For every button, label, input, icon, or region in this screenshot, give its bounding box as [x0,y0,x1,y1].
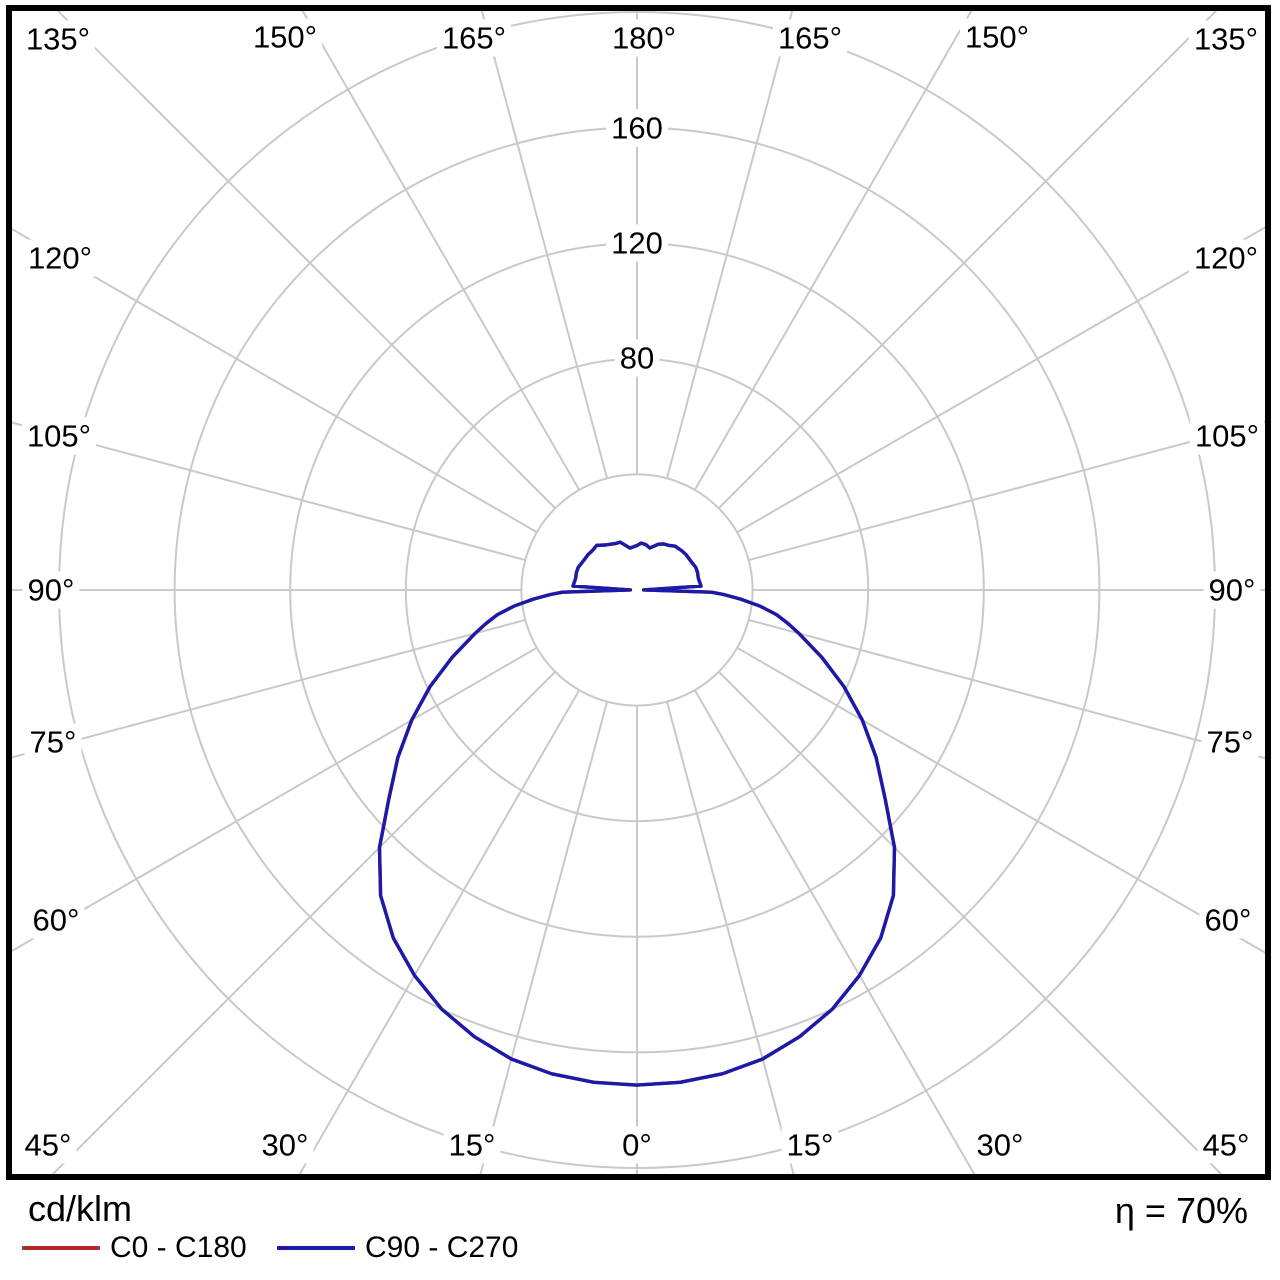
grid-ray [479,701,609,1174]
gamma-angle-label: 105° [1195,419,1259,454]
radial-tick-label: 160 [611,111,663,146]
gamma-angle-label: 45° [25,1128,72,1163]
label-backing [1188,239,1264,277]
grid-ray [12,646,538,952]
grid-ray [665,11,794,479]
grid-ray [718,11,1218,509]
label-backing [256,1126,314,1164]
grid-ray [693,689,976,1174]
label-backing [19,1126,77,1164]
label-backing [1197,1126,1255,1164]
gamma-angle-label: 135° [1194,22,1258,57]
legend-label-c0: C0 - C180 [110,1231,247,1264]
grid-ray [693,11,973,491]
plot-border [6,5,1271,1180]
legend-swatch-c90-line [277,1246,355,1250]
label-backing [1199,901,1257,939]
label-backing [436,19,512,57]
label-backing [614,339,660,377]
label-backing [20,20,96,58]
efficiency-label: η = 70% [1114,1190,1248,1231]
grid-ray [12,421,526,562]
gamma-angle-label: 0° [622,1128,652,1163]
label-backing [24,723,82,761]
label-backing [1188,20,1264,58]
gamma-angle-label: 30° [262,1128,309,1163]
grid-ray [665,701,795,1174]
label-backing [21,417,97,455]
gamma-angle-label: 165° [778,21,842,56]
grid-ray [736,646,1265,954]
grid-ray [480,11,609,479]
label-backing [1201,723,1259,761]
gamma-angle-label: 105° [27,419,91,454]
gamma-angle-label: 90° [1209,573,1256,608]
label-backing [781,1126,839,1164]
gamma-angle-label: 45° [1203,1128,1250,1163]
gamma-angle-label: 180° [612,21,676,56]
grid-ray [748,618,1265,760]
label-backing [606,224,668,262]
label-backing [22,239,98,277]
label-backing [606,19,682,57]
grid-ray [12,618,526,759]
gamma-angle-label: 135° [26,22,90,57]
gamma-angle-label: 120° [1194,241,1258,276]
gamma-angle-label: 75° [30,725,77,760]
label-backing [617,1126,657,1164]
units-label: cd/klm [28,1188,133,1229]
grid-ray [301,11,581,491]
label-backing [772,19,848,57]
grid-ray [12,228,538,534]
label-backing [247,18,323,56]
label-backing [22,571,80,609]
gamma-angle-label: 30° [977,1128,1024,1163]
gamma-angle-label: 60° [1205,903,1252,938]
grid-circle [520,473,754,707]
gamma-angle-label: 165° [442,21,506,56]
gamma-angle-label: 90° [28,573,75,608]
label-backing [443,1126,501,1164]
grid-ray [51,671,556,1174]
grid-ray [718,671,1223,1174]
label-backing [959,18,1035,56]
label-backing [27,901,85,939]
label-backing [1189,417,1265,455]
label-backing [971,1126,1029,1164]
gamma-angle-label: 120° [28,241,92,276]
gamma-angle-label: 150° [253,20,317,55]
c90-c270-curve [377,540,897,1087]
grid-ray [298,689,581,1174]
grid-ray [748,420,1265,562]
legend-swatch-c0-line [22,1246,100,1250]
gamma-angle-label: 15° [449,1128,496,1163]
radial-tick-label: 120 [611,226,663,261]
gamma-angle-label: 60° [33,903,80,938]
gamma-angle-label: 150° [965,20,1029,55]
label-backing [606,109,668,147]
grid-ray [736,226,1265,534]
gamma-angle-label: 15° [787,1128,834,1163]
label-backing [1203,571,1261,609]
legend-label-c90: C90 - C270 [365,1231,519,1264]
radial-tick-label: 80 [620,341,654,376]
gamma-angle-label: 75° [1207,725,1254,760]
